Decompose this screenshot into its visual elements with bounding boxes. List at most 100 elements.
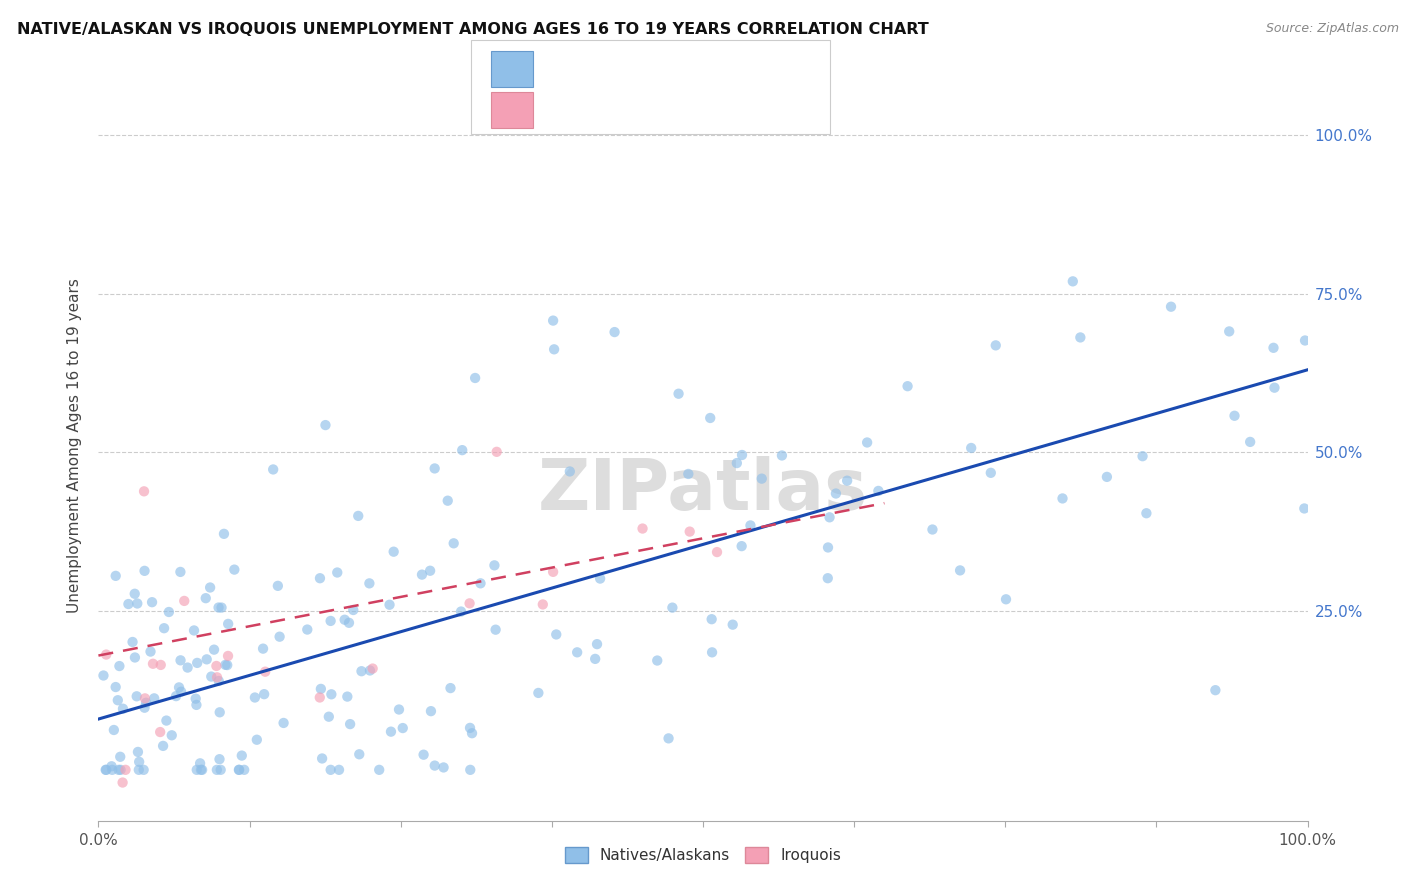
Point [378, 598, 401, 612]
Point [233, 763, 256, 777]
Point [897, 379, 920, 393]
Point [224, 563, 246, 577]
Point [960, 441, 983, 455]
Point [198, 581, 221, 595]
Point [339, 717, 361, 731]
Point [359, 664, 381, 678]
Point [817, 541, 839, 555]
Point [668, 386, 690, 401]
Point [188, 756, 211, 771]
Point [209, 763, 232, 777]
Point [1160, 300, 1182, 314]
Point [228, 763, 250, 777]
Text: N =: N = [645, 61, 682, 79]
Point [93, 668, 115, 682]
Point [314, 418, 336, 433]
Point [419, 564, 441, 578]
Point [212, 526, 235, 541]
Point [837, 474, 859, 488]
Point [412, 747, 434, 762]
Point [246, 732, 269, 747]
Point [458, 721, 481, 735]
Point [96, 763, 118, 777]
Point [658, 731, 681, 746]
Point [114, 763, 136, 777]
Point [311, 751, 333, 765]
Point [252, 641, 274, 656]
Point [134, 564, 156, 578]
Point [1132, 449, 1154, 463]
Point [134, 700, 156, 714]
Point [108, 659, 131, 673]
Point [706, 545, 728, 559]
Point [273, 715, 295, 730]
Point [1135, 506, 1157, 520]
Point [267, 579, 290, 593]
Point [1223, 409, 1246, 423]
Point [132, 484, 155, 499]
Point [205, 763, 228, 777]
Point [134, 691, 156, 706]
Point [541, 313, 564, 327]
Point [700, 645, 723, 659]
Point [127, 597, 149, 611]
Point [817, 571, 839, 585]
Point [186, 698, 208, 712]
Point [388, 702, 411, 716]
Point [157, 605, 180, 619]
Point [169, 653, 191, 667]
Point [825, 486, 848, 500]
Point [125, 690, 148, 704]
Point [207, 600, 229, 615]
Point [173, 594, 195, 608]
Point [443, 536, 465, 550]
Point [541, 565, 564, 579]
Point [184, 691, 207, 706]
Point [700, 612, 723, 626]
Point [333, 613, 356, 627]
Point [1263, 341, 1285, 355]
Point [450, 605, 472, 619]
Point [485, 445, 508, 459]
Text: N =: N = [645, 102, 682, 120]
Point [107, 693, 129, 707]
Text: 0.342: 0.342 [582, 102, 636, 120]
Point [309, 571, 332, 585]
Point [949, 563, 972, 577]
Legend: Natives/Alaskans, Iroquois: Natives/Alaskans, Iroquois [558, 841, 848, 869]
Point [751, 472, 773, 486]
Point [319, 763, 342, 777]
Point [319, 614, 342, 628]
Point [107, 763, 129, 777]
Point [368, 763, 391, 777]
Point [350, 664, 373, 678]
Point [149, 725, 172, 739]
Point [336, 690, 359, 704]
Point [167, 681, 190, 695]
Point [1062, 274, 1084, 288]
Point [1204, 683, 1226, 698]
Point [721, 617, 744, 632]
Point [326, 566, 349, 580]
Point [980, 466, 1002, 480]
Point [128, 755, 150, 769]
Point [211, 600, 233, 615]
Point [141, 595, 163, 609]
Point [432, 760, 454, 774]
Point [194, 591, 217, 606]
Point [186, 656, 208, 670]
Point [318, 709, 340, 723]
Point [984, 338, 1007, 352]
Point [731, 448, 754, 462]
Point [546, 627, 568, 641]
Point [103, 723, 125, 737]
Point [195, 652, 218, 666]
Point [231, 748, 253, 763]
Point [121, 635, 143, 649]
Point [262, 462, 284, 476]
Point [208, 752, 231, 766]
Point [183, 624, 205, 638]
Point [856, 435, 879, 450]
Point [818, 510, 841, 524]
Point [135, 696, 157, 710]
